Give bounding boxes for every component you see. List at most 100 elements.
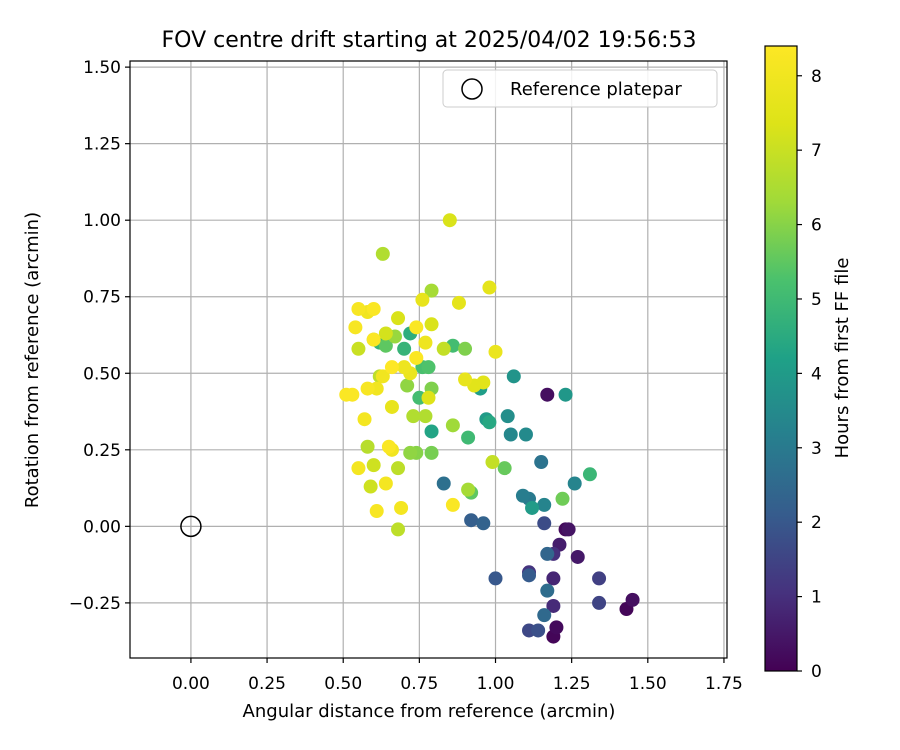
data-point-75 — [363, 479, 378, 494]
data-point-86 — [415, 292, 430, 307]
colorbar-tick-label-5: 5 — [811, 290, 822, 310]
colorbar-fill — [765, 46, 797, 671]
data-point-42 — [397, 341, 412, 356]
x-tick-label-1: 0.25 — [248, 674, 286, 694]
data-point-22 — [540, 546, 555, 561]
data-point-102 — [369, 504, 384, 519]
y-axis-label: Rotation from reference (arcmin) — [22, 212, 43, 508]
data-point-54 — [424, 445, 439, 460]
colorbar-tick-label-6: 6 — [811, 216, 822, 236]
colorbar-tick-label-2: 2 — [811, 513, 822, 533]
data-point-106 — [409, 320, 424, 335]
y-axis-ticks: −0.25 0.00 0.25 0.50 0.75 1.00 1.25 1.50 — [69, 58, 130, 614]
x-tick-label-5: 1.25 — [553, 674, 591, 694]
data-point-84 — [451, 295, 466, 310]
data-point-83 — [476, 375, 491, 390]
data-point-69 — [391, 522, 406, 537]
data-point-50 — [378, 338, 393, 353]
colorbar-tick-label-1: 1 — [811, 588, 822, 608]
data-point-61 — [445, 418, 460, 433]
legend-entry-reference: Reference platepar — [510, 79, 682, 100]
data-point-104 — [351, 301, 366, 316]
data-point-8 — [625, 592, 640, 607]
data-point-30 — [567, 476, 582, 491]
data-point-29 — [537, 497, 552, 512]
colorbar: 0 1 2 3 4 5 6 7 8 Hours from first FF file — [764, 45, 853, 682]
data-point-103 — [348, 320, 363, 335]
data-point-6 — [549, 620, 564, 635]
data-point-58 — [403, 445, 418, 460]
data-point-34 — [506, 369, 521, 384]
data-point-39 — [424, 424, 439, 439]
data-point-112 — [409, 350, 424, 365]
data-point-0 — [540, 387, 555, 402]
data-point-59 — [400, 378, 415, 393]
data-point-110 — [381, 439, 396, 454]
data-point-105 — [366, 301, 381, 316]
data-point-14 — [592, 595, 607, 610]
data-point-31 — [503, 427, 518, 442]
colorbar-tick-label-8: 8 — [811, 67, 822, 87]
data-point-25 — [436, 476, 451, 491]
y-tick-label-4: 0.75 — [83, 288, 121, 308]
y-tick-label-0: −0.25 — [69, 594, 121, 614]
x-tick-label-6: 1.50 — [629, 674, 667, 694]
colorbar-tick-label-0: 0 — [811, 662, 822, 682]
data-point-16 — [531, 623, 546, 638]
colorbar-ticks: 0 1 2 3 4 5 6 7 8 — [797, 67, 822, 682]
data-point-91 — [397, 360, 412, 375]
data-point-109 — [445, 497, 460, 512]
data-point-28 — [515, 488, 530, 503]
data-point-100 — [357, 412, 372, 427]
data-point-44 — [582, 467, 597, 482]
data-point-64 — [375, 246, 390, 261]
data-point-77 — [378, 326, 393, 341]
reference-platepar-marker — [180, 515, 202, 538]
data-point-108 — [339, 387, 354, 402]
colorbar-frame — [764, 45, 798, 672]
data-point-21 — [476, 516, 491, 531]
legend-box — [442, 69, 718, 108]
data-point-72 — [436, 341, 451, 356]
x-tick-label-7: 1.75 — [705, 674, 743, 694]
data-point-32 — [518, 427, 533, 442]
data-point-10 — [546, 598, 561, 613]
y-tick-label-7: 1.50 — [83, 58, 121, 78]
data-point-99 — [351, 461, 366, 476]
data-point-13 — [592, 571, 607, 586]
data-point-74 — [351, 341, 366, 356]
data-point-113 — [384, 360, 399, 375]
x-tick-label-2: 0.50 — [324, 674, 362, 694]
data-point-90 — [488, 344, 503, 359]
plot-frame — [129, 60, 728, 659]
data-point-53 — [555, 491, 570, 506]
data-point-76 — [366, 458, 381, 473]
data-point-68 — [360, 439, 375, 454]
data-point-88 — [384, 399, 399, 414]
data-point-40 — [482, 415, 497, 430]
data-point-24 — [540, 583, 555, 598]
data-point-98 — [378, 476, 393, 491]
data-point-66 — [406, 409, 421, 424]
data-point-9 — [546, 571, 561, 586]
data-point-36 — [525, 500, 540, 515]
data-point-73 — [485, 455, 500, 470]
data-point-97 — [394, 500, 409, 515]
y-tick-label-3: 0.50 — [83, 364, 121, 384]
data-point-95 — [375, 369, 390, 384]
data-points — [339, 213, 640, 644]
legend: Reference platepar — [442, 69, 718, 108]
x-tick-label-4: 1.00 — [477, 674, 515, 694]
data-point-52 — [497, 461, 512, 476]
x-axis-ticks: 0.00 0.25 0.50 0.75 1.00 1.25 1.50 1.75 — [172, 658, 743, 694]
data-point-35 — [558, 387, 573, 402]
colorbar-tick-label-4: 4 — [811, 364, 822, 384]
data-point-2 — [561, 522, 576, 537]
data-point-18 — [488, 571, 503, 586]
data-point-45 — [461, 430, 476, 445]
colorbar-tick-label-3: 3 — [811, 439, 822, 459]
data-point-3 — [570, 549, 585, 564]
y-tick-label-5: 1.00 — [83, 211, 121, 231]
y-tick-label-1: 0.00 — [83, 517, 121, 537]
data-point-67 — [418, 409, 433, 424]
